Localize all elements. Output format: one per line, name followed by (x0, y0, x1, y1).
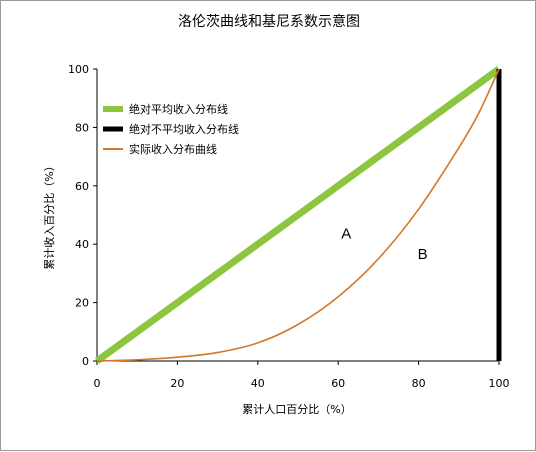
y-tick-label: 20 (75, 297, 89, 310)
region-label-a: A (341, 225, 351, 242)
y-tick-label: 40 (75, 238, 89, 251)
x-tick-label: 60 (331, 377, 345, 390)
x-ticks: 0 20 40 60 80 100 (94, 361, 510, 390)
x-axis-title: 累计人口百分比（%） (242, 403, 351, 416)
x-tick-label: 20 (170, 377, 184, 390)
equality-line (94, 66, 502, 364)
y-ticks: 0 20 40 60 80 100 (68, 63, 97, 368)
y-tick-label: 60 (75, 180, 89, 193)
y-axis-title: 累计收入百分比（%） (42, 160, 56, 269)
x-tick-label: 80 (412, 377, 426, 390)
y-tick-label: 100 (68, 63, 89, 76)
series-layer (94, 66, 502, 364)
lorenz-curve (96, 68, 500, 362)
axes (96, 69, 499, 362)
y-tick-label: 0 (82, 355, 89, 368)
region-label-b: B (418, 246, 428, 263)
annotations: AB (341, 225, 427, 262)
x-tick-label: 100 (489, 377, 510, 390)
legend-label: 实际收入分布曲线 (129, 142, 217, 156)
x-tick-label: 40 (251, 377, 265, 390)
y-tick-label: 80 (75, 121, 89, 134)
chart-title: 洛伦茨曲线和基尼系数示意图 (178, 13, 360, 30)
legend-label: 绝对平均收入分布线 (129, 102, 228, 116)
legend-label: 绝对不平均收入分布线 (129, 122, 239, 136)
x-tick-label: 0 (94, 377, 101, 390)
